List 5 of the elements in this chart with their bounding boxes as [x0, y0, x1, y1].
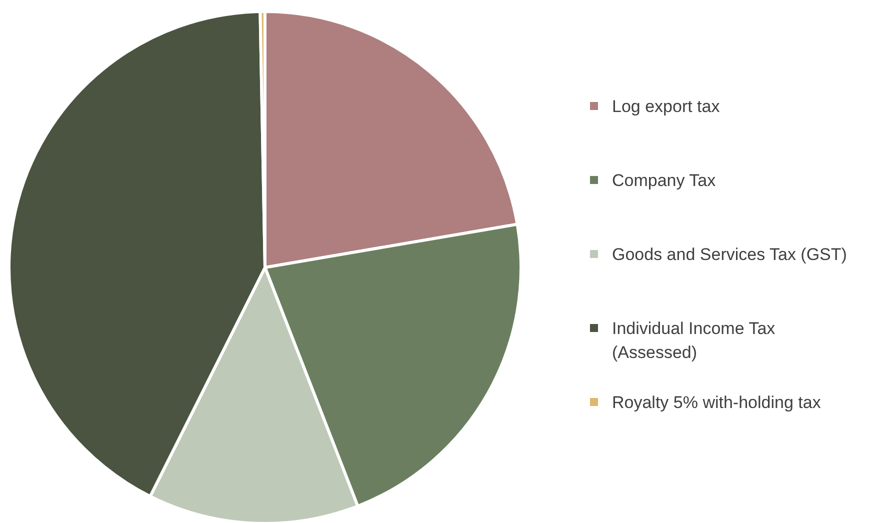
legend-label: Goods and Services Tax (GST) — [612, 244, 847, 266]
legend-label: Company Tax — [612, 170, 717, 192]
legend-label: Log export tax — [612, 96, 721, 118]
legend-label: Individual Income Tax (Assessed) — [612, 318, 776, 364]
legend-label: Royalty 5% with-holding tax — [612, 392, 822, 414]
